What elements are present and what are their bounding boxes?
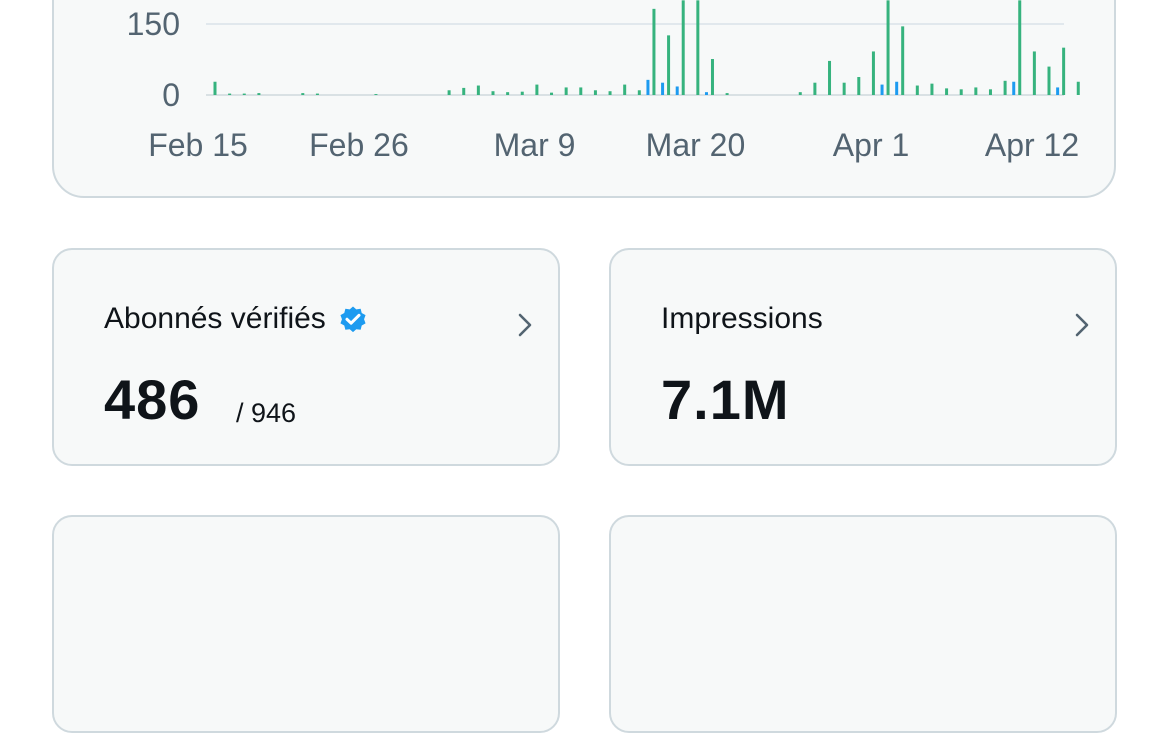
bar-series-1 [725,93,729,95]
bar-series-1 [550,92,554,95]
chevron-right-icon[interactable] [514,310,536,340]
bar-series-1 [710,59,714,95]
x-tick-label: Mar 9 [494,127,576,163]
bar-series-1 [623,84,627,95]
bar-series-1 [798,92,802,95]
bar-series-1 [1076,81,1080,95]
bar-series-1 [959,89,963,95]
bar-series-1 [901,26,905,95]
bar-series-1 [886,0,890,96]
bar-series-2 [704,92,708,95]
verified-followers-card[interactable]: Abonnés vérifiés 486 / 946 [52,248,560,466]
x-tick-label: Feb 15 [148,127,248,163]
bar-series-1 [608,91,612,95]
bar-series-1 [652,8,656,95]
bar-series-1 [257,93,261,95]
bar-series-1 [915,85,919,95]
bar-series-1 [1003,80,1007,95]
bar-series-1 [813,82,817,95]
bar-series-1 [564,87,568,95]
bar-series-1 [476,85,480,95]
verified-followers-label-row: Abonnés vérifiés [104,302,368,336]
bar-series-1 [974,87,978,95]
verified-followers-value: 486 [104,368,201,431]
bar-series-2 [646,79,650,95]
bar-series-1 [1018,0,1022,96]
bar-series-1 [374,94,378,95]
bar-series-1 [681,0,685,96]
bar-series-2 [880,84,884,95]
impressions-label-row: Impressions [661,302,823,336]
bar-series-1 [462,87,466,95]
bar-series-2 [895,81,899,95]
bar-series-2 [1012,81,1016,95]
bar-series-1 [1032,51,1036,95]
bar-series-1 [945,88,949,95]
stat-card-partial[interactable] [609,515,1117,733]
bar-series-1 [315,93,319,95]
bar-series-1 [637,90,641,95]
activity-chart: 150 0 Feb 15 Feb 26 Mar 9 Mar 20 Apr 1 Apr 12 [127,0,1080,163]
x-tick-label: Mar 20 [646,127,746,163]
impressions-label: Impressions [661,302,823,335]
bar-series-1 [491,91,495,95]
bar-series-2 [1056,87,1060,95]
bar-series-1 [242,93,246,95]
bar-series-1 [535,84,539,95]
bar-series-1 [857,77,861,95]
bar-series-2 [675,86,679,95]
verified-followers-total: / 946 [236,398,297,428]
bar-series-1 [213,81,217,95]
verified-followers-label: Abonnés vérifiés [104,302,326,335]
bar-series-1 [828,60,832,95]
x-tick-label: Apr 1 [833,127,909,163]
bar-series-1 [1047,66,1051,95]
x-tick-label: Feb 26 [309,127,409,163]
chevron-right-icon[interactable] [1071,310,1093,340]
verified-badge-icon [340,306,366,333]
bar-series-1 [871,51,875,95]
bar-series-1 [667,35,671,95]
bar-series-1 [930,83,934,95]
bar-series-1 [520,91,524,95]
bar-series-1 [1062,47,1066,95]
bar-series-1 [447,90,451,95]
x-tick-label: Apr 12 [985,127,1079,163]
bar-series-1 [696,0,700,96]
y-tick-label: 150 [127,6,180,42]
y-tick-label: 0 [162,77,180,113]
bar-series-1 [593,90,597,95]
impressions-value: 7.1M [661,368,790,431]
bar-series-1 [506,92,510,95]
stat-card-partial[interactable] [52,515,560,733]
bar-series-1 [988,89,992,95]
bar-series-1 [842,82,846,95]
bar-series-2 [661,82,665,95]
activity-chart-card: 150 0 Feb 15 Feb 26 Mar 9 Mar 20 Apr 1 Apr 12 [52,0,1116,198]
bar-series-1 [228,93,232,95]
bar-series-1 [301,93,305,95]
bar-series-1 [579,87,583,95]
impressions-card[interactable]: Impressions 7.1M [609,248,1117,466]
